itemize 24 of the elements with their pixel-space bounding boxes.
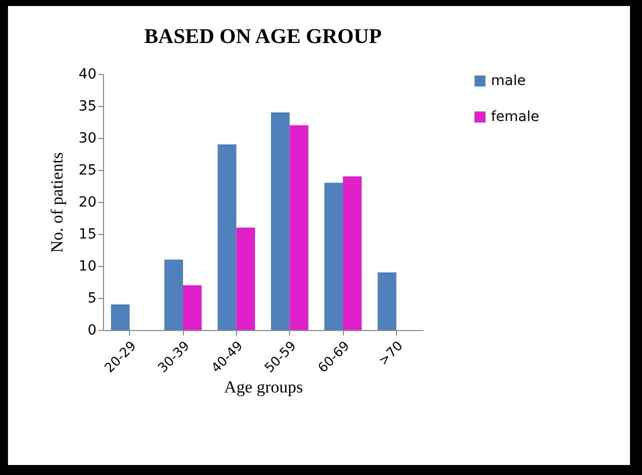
bar <box>324 182 343 330</box>
bar <box>111 304 130 330</box>
y-tick-label: 25 <box>78 162 96 178</box>
chart-title: BASED ON AGE GROUP <box>144 24 382 48</box>
bar <box>378 272 396 330</box>
y-tick-label: 0 <box>88 322 96 338</box>
y-tick-label: 40 <box>78 66 96 82</box>
bar <box>271 112 290 330</box>
bar <box>343 176 362 330</box>
bar <box>236 228 255 330</box>
bar <box>164 260 183 330</box>
x-axis-title: Age groups <box>224 377 303 396</box>
bar <box>183 285 202 330</box>
y-tick-label: 35 <box>78 98 96 114</box>
y-tick-label: 20 <box>78 194 96 210</box>
bar <box>290 125 308 330</box>
y-tick-label: 30 <box>78 130 96 146</box>
legend-label: female <box>491 109 540 125</box>
bar <box>218 144 236 330</box>
y-tick-label: 10 <box>78 258 96 274</box>
y-axis-title: No. of patients <box>48 152 67 253</box>
y-tick-label: 15 <box>78 226 96 242</box>
legend-label: male <box>491 73 526 89</box>
y-tick-label: 5 <box>88 290 96 306</box>
